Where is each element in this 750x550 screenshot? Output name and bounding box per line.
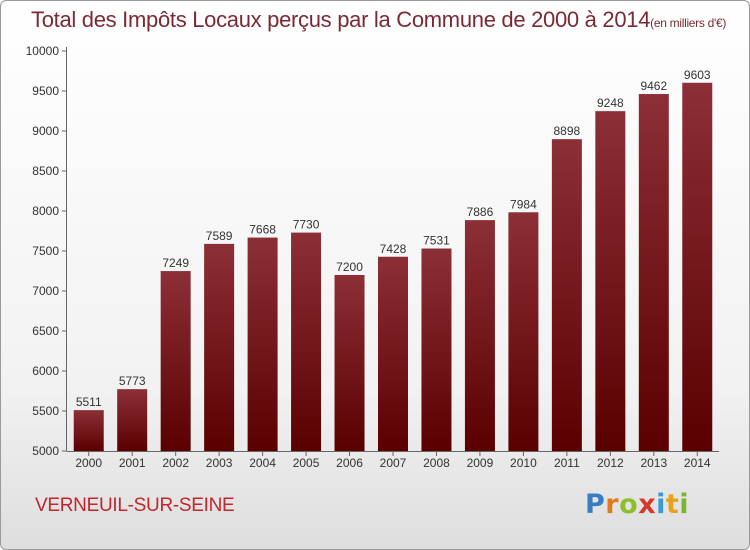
y-tick-label: 8000 xyxy=(32,204,59,218)
y-tick-label: 6000 xyxy=(32,364,59,378)
chart-title-text: Total des Impôts Locaux perçus par la Co… xyxy=(31,7,651,32)
bar-value-label: 7886 xyxy=(467,205,494,219)
bar xyxy=(117,389,148,451)
bar-value-label: 9462 xyxy=(640,79,667,93)
x-tick-label: 2014 xyxy=(684,456,711,470)
x-tick-label: 2006 xyxy=(336,456,363,470)
bar xyxy=(160,271,191,451)
x-tick-label: 2008 xyxy=(423,456,450,470)
x-tick-label: 2013 xyxy=(640,456,667,470)
bar-value-label: 7589 xyxy=(206,229,233,243)
y-tick-label: 9000 xyxy=(32,124,59,138)
x-tick-label: 2004 xyxy=(249,456,276,470)
x-tick-label: 2012 xyxy=(597,456,624,470)
logo-letter: r xyxy=(605,489,620,520)
bar-value-label: 7531 xyxy=(423,234,450,248)
y-tick-label: 6500 xyxy=(32,324,59,338)
bar xyxy=(378,256,408,451)
x-tick-label: 2002 xyxy=(162,456,189,470)
y-tick-label: 10000 xyxy=(26,44,60,58)
logo-letter: o xyxy=(619,489,639,520)
bar xyxy=(421,248,452,451)
y-tick-label: 5500 xyxy=(32,404,59,418)
x-tick-label: 2010 xyxy=(510,456,537,470)
y-tick-label: 7500 xyxy=(32,244,59,258)
bar-value-label: 9603 xyxy=(684,68,711,82)
bar-value-label: 8898 xyxy=(554,124,581,138)
x-tick-label: 2003 xyxy=(206,456,233,470)
logo-letter: x xyxy=(638,489,657,520)
bar xyxy=(551,139,582,451)
bar-value-label: 7668 xyxy=(249,223,276,237)
bar xyxy=(334,275,365,451)
commune-name: VERNEUIL-SUR-SEINE xyxy=(35,495,235,516)
y-tick-label: 5000 xyxy=(32,444,59,458)
bar-value-label: 7200 xyxy=(336,260,363,274)
bar-value-label: 5511 xyxy=(76,395,102,409)
bar xyxy=(291,232,322,451)
bar xyxy=(204,243,235,451)
chart-title: Total des Impôts Locaux perçus par la Co… xyxy=(31,7,726,33)
y-axis: 5000 5500 6000 6500 7000 7500 8000 8500 9000 9500… xyxy=(26,44,67,458)
chart-unit: (en milliers d'€) xyxy=(650,16,727,30)
bar xyxy=(682,82,713,451)
bar-value-label: 5773 xyxy=(119,374,146,388)
bar xyxy=(247,237,278,451)
x-tick-label: 2001 xyxy=(119,456,146,470)
bar xyxy=(638,94,669,451)
bar-value-label: 9248 xyxy=(597,96,624,110)
bar xyxy=(464,220,495,451)
logo-letter: t xyxy=(665,489,680,520)
x-tick-label: 2011 xyxy=(554,456,580,470)
bar-value-label: 7428 xyxy=(380,242,407,256)
x-tick-label: 2005 xyxy=(293,456,320,470)
x-tick-label: 2009 xyxy=(467,456,494,470)
x-tick-label: 2000 xyxy=(75,456,102,470)
bar xyxy=(595,111,626,451)
x-axis: 2000 2001 2002 2003 2004 2005 2006 2007 2008 2009… xyxy=(67,451,719,470)
bar xyxy=(508,212,539,451)
proxiti-logo[interactable]: Proxiti xyxy=(585,489,689,520)
bar xyxy=(73,410,104,451)
logo-letter: P xyxy=(585,489,606,520)
y-tick-label: 7000 xyxy=(32,284,59,298)
bar-value-label: 7249 xyxy=(162,256,189,270)
x-tick-label: 2007 xyxy=(380,456,407,470)
bar-value-label: 7984 xyxy=(510,197,537,211)
y-tick-label: 8500 xyxy=(32,164,59,178)
y-tick-label: 9500 xyxy=(32,84,59,98)
bar-value-label: 7730 xyxy=(293,218,320,232)
logo-letter: i xyxy=(679,489,690,520)
bars: 5511 5773 7249 7589 7668 7730 7200 7428 7531 7886… xyxy=(73,68,713,451)
logo-letter: i xyxy=(656,489,666,520)
